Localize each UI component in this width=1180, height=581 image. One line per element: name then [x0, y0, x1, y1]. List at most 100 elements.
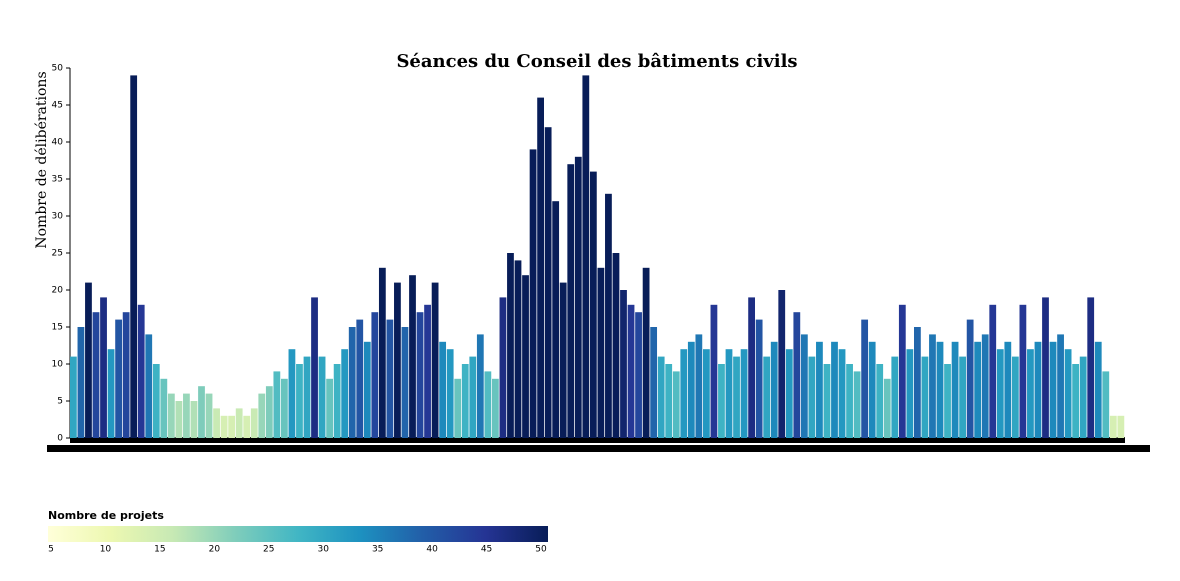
- bar: [868, 341, 876, 438]
- bar: [1049, 341, 1057, 438]
- bar: [1072, 364, 1080, 438]
- bar: [695, 334, 703, 438]
- bar: [755, 319, 763, 438]
- bar: [296, 364, 303, 438]
- bar: [85, 282, 92, 438]
- bar: [642, 267, 650, 438]
- bar: [1079, 356, 1087, 438]
- bar: [838, 349, 846, 438]
- bar: [861, 319, 869, 438]
- bar: [725, 349, 733, 438]
- bar: [115, 319, 122, 438]
- bar: [748, 297, 755, 438]
- bar: [1011, 356, 1019, 438]
- bar: [906, 349, 914, 438]
- bar: [763, 356, 771, 438]
- bar: [650, 327, 658, 438]
- bar: [951, 341, 959, 438]
- bar: [145, 334, 153, 438]
- bar: [1109, 415, 1117, 438]
- bar: [416, 312, 424, 438]
- legend-title: Nombre de projets: [48, 509, 164, 522]
- bar: [461, 364, 469, 438]
- bar: [363, 341, 371, 438]
- bar: [431, 282, 439, 438]
- legend-tick-label: 5: [48, 545, 54, 555]
- bar: [265, 386, 273, 438]
- bar: [409, 275, 416, 438]
- bar: [740, 349, 748, 438]
- bar: [831, 341, 838, 438]
- bar: [424, 304, 431, 438]
- bar: [333, 364, 341, 438]
- bar: [92, 312, 100, 438]
- bar: [793, 312, 801, 438]
- bar: [559, 282, 567, 438]
- bar: [876, 364, 884, 438]
- y-tick-label: 40: [52, 138, 64, 148]
- bar: [100, 297, 107, 438]
- bar: [122, 312, 130, 438]
- bar: [687, 341, 695, 438]
- bar: [220, 415, 228, 438]
- chart-title: Séances du Conseil des bâtiments civils: [396, 51, 797, 72]
- bar: [288, 349, 296, 438]
- legend-tick-label: 10: [100, 545, 112, 555]
- bar: [454, 378, 462, 438]
- legend-tick-label: 40: [426, 545, 438, 555]
- bar: [627, 304, 635, 438]
- bar: [311, 297, 318, 438]
- bar: [439, 341, 447, 438]
- bar: [808, 356, 816, 438]
- bar: [378, 267, 386, 438]
- legend-tick-label: 15: [154, 545, 165, 555]
- bar: [1117, 415, 1125, 438]
- bar: [816, 341, 823, 438]
- bar: [597, 267, 605, 438]
- bar: [348, 327, 356, 438]
- bar: [235, 408, 243, 438]
- x-axis-band: [70, 437, 1125, 443]
- bar: [250, 408, 258, 438]
- x-tick-labels-band: [47, 445, 1150, 452]
- bar: [537, 97, 544, 438]
- bar: [341, 349, 349, 438]
- bar: [1034, 341, 1042, 438]
- bar: [981, 334, 989, 438]
- bar: [703, 349, 710, 438]
- bar: [77, 327, 85, 438]
- bar: [996, 349, 1004, 438]
- bar: [499, 297, 507, 438]
- bar: [507, 253, 514, 438]
- bar: [213, 408, 220, 438]
- bar: [318, 356, 326, 438]
- bar: [70, 356, 77, 438]
- legend-tick-label: 50: [535, 545, 547, 555]
- bar: [522, 275, 529, 438]
- bar: [137, 304, 145, 438]
- bar: [167, 393, 175, 438]
- bar: [846, 364, 853, 438]
- y-tick-label: 35: [52, 175, 63, 185]
- bar: [605, 193, 612, 438]
- bar: [914, 327, 921, 438]
- bar: [258, 393, 266, 438]
- legend-tick-label: 35: [372, 545, 383, 555]
- y-tick-label: 15: [52, 323, 63, 333]
- bar: [326, 378, 333, 438]
- bar: [492, 378, 499, 438]
- legend-tick-label: 30: [317, 545, 329, 555]
- bar: [1102, 371, 1110, 438]
- bar: [966, 319, 974, 438]
- bar: [1064, 349, 1072, 438]
- bar: [574, 156, 582, 439]
- bar: [1004, 341, 1012, 438]
- legend-tick-label: 20: [209, 545, 221, 555]
- bar: [959, 356, 966, 438]
- bar: [356, 319, 364, 438]
- bar: [243, 415, 251, 438]
- y-axis-label: Nombre de délibérations: [34, 71, 50, 248]
- bar: [921, 356, 929, 438]
- bar: [446, 349, 454, 438]
- bar: [160, 378, 168, 438]
